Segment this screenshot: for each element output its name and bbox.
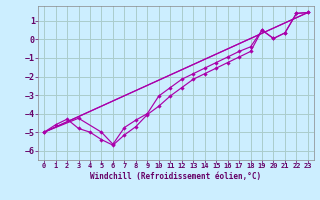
X-axis label: Windchill (Refroidissement éolien,°C): Windchill (Refroidissement éolien,°C)	[91, 172, 261, 181]
